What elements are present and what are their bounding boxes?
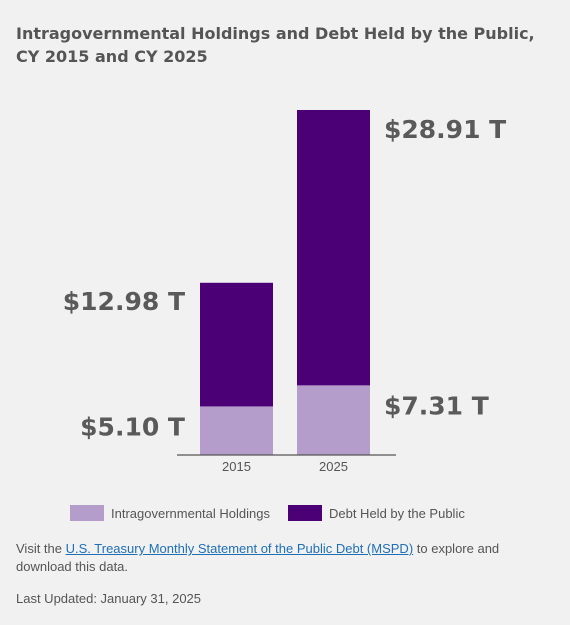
- footer-note: Visit the U.S. Treasury Monthly Statemen…: [16, 540, 536, 576]
- footer-suffix: to explore and download this data.: [16, 541, 500, 574]
- legend-label-intragovernmental: Intragovernmental Holdings: [111, 505, 270, 521]
- legend-label-public: Debt Held by the Public: [328, 505, 465, 521]
- chart-title: Intragovernmental Holdings and Debt Held…: [16, 24, 535, 66]
- mspd-link[interactable]: U.S. Treasury Monthly Statement of the P…: [65, 541, 414, 556]
- chart-legend: Intragovernmental Holdings Debt Held by …: [70, 505, 483, 521]
- legend-item-intragovernmental[interactable]: Intragovernmental Holdings: [70, 505, 270, 521]
- x-tick-label-2025: 2025: [319, 459, 348, 474]
- legend-swatch-intragovernmental: [70, 505, 104, 521]
- legend-item-public[interactable]: Debt Held by the Public: [287, 505, 465, 521]
- bar-segment-public-2015[interactable]: [200, 282, 273, 407]
- last-updated: Last Updated: January 31, 2025: [16, 591, 202, 606]
- bar-value-label-intragovernmental-2015: $5.10 T: [80, 412, 185, 441]
- bar-segment-public-2025[interactable]: [297, 110, 370, 386]
- bar-value-label-public-2015: $12.98 T: [63, 287, 185, 316]
- bar-value-label-public-2025: $28.91 T: [384, 115, 506, 144]
- bar-segment-intragovernmental-2025[interactable]: [297, 385, 370, 455]
- footer-prefix: Visit the: [16, 541, 66, 556]
- bar-segment-intragovernmental-2015[interactable]: [200, 406, 273, 455]
- legend-swatch-public: [287, 505, 322, 521]
- stacked-bar-chart: $5.10 T $12.98 T 2015 $7.31 T $28.91 T 2025: [63, 110, 506, 474]
- x-tick-label-2015: 2015: [222, 459, 251, 474]
- bar-value-label-intragovernmental-2025: $7.31 T: [384, 391, 489, 420]
